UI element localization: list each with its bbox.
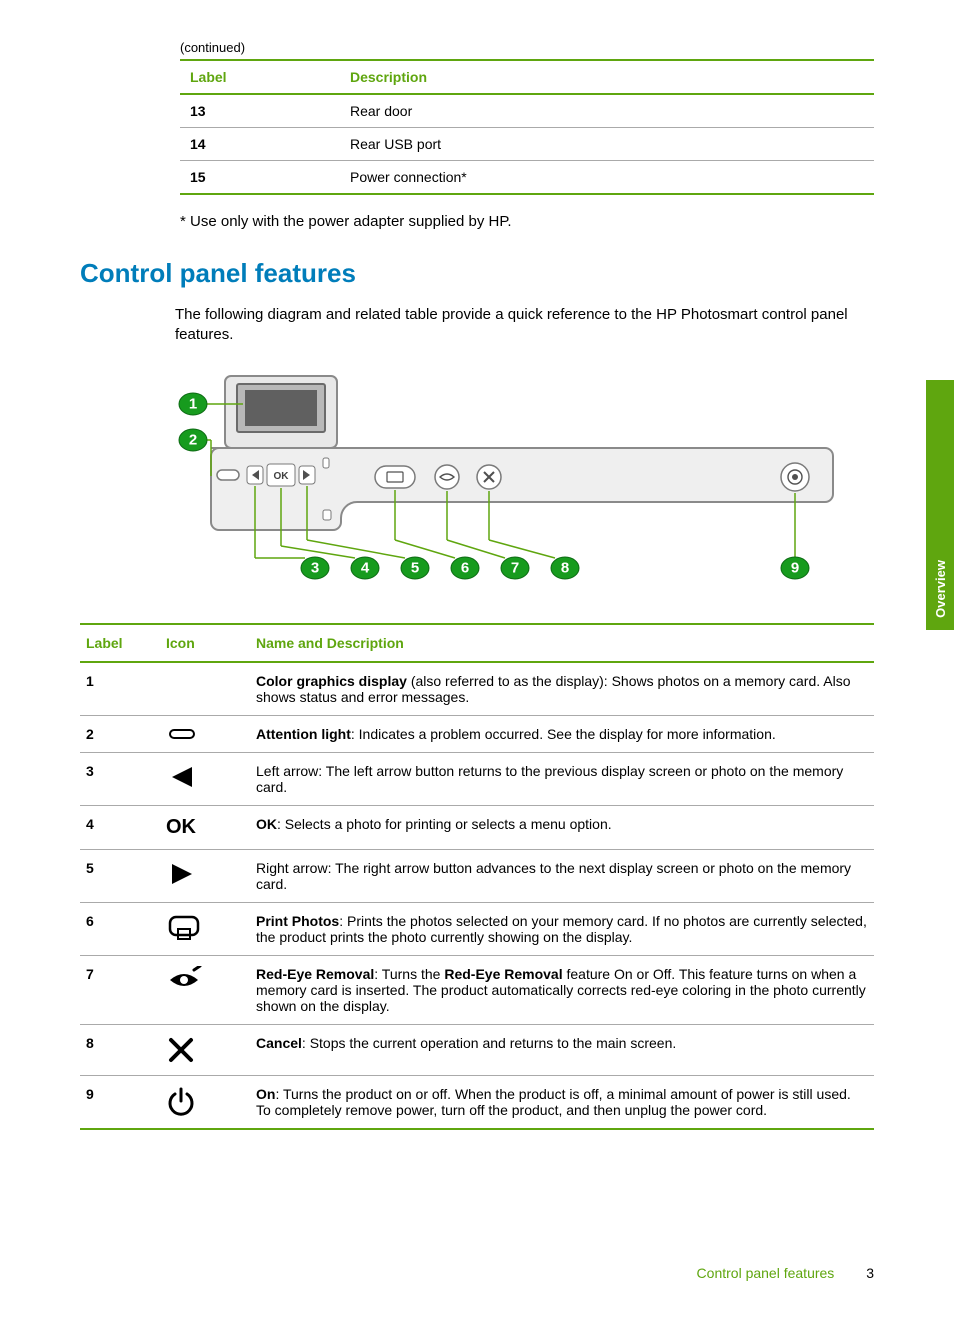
attention-light-icon <box>160 715 250 752</box>
table-row: 5 Right arrow: The right arrow button ad… <box>80 849 874 902</box>
red-eye-icon <box>160 955 250 1024</box>
callout-7: 7 <box>511 559 519 576</box>
table-row: 1 Color graphics display (also referred … <box>80 662 874 716</box>
feature-num: 5 <box>80 849 160 902</box>
feature-num: 4 <box>80 805 160 849</box>
features-table: Label Icon Name and Description 1 Color … <box>80 623 874 1130</box>
footer-section-name: Control panel features <box>697 1265 835 1281</box>
footnote: * Use only with the power adapter suppli… <box>180 213 874 230</box>
footer-page-number: 3 <box>866 1265 874 1281</box>
feature-num: 6 <box>80 902 160 955</box>
top-table-cell-desc: Rear USB port <box>340 128 874 161</box>
side-tab-label: Overview <box>933 560 948 618</box>
power-icon <box>160 1075 250 1129</box>
callout-9: 9 <box>791 559 799 576</box>
print-photos-icon <box>160 902 250 955</box>
callout-6: 6 <box>461 559 469 576</box>
table-row: 7 Red-Eye Removal: Turns the Red-Eye Rem… <box>80 955 874 1024</box>
top-table-header-description: Description <box>340 60 874 94</box>
top-table-cell-desc: Power connection* <box>340 161 874 195</box>
callout-8: 8 <box>561 559 569 576</box>
features-header-icon: Icon <box>160 624 250 662</box>
callout-5: 5 <box>411 559 419 576</box>
top-table-cell-label: 15 <box>180 161 340 195</box>
cancel-icon <box>160 1024 250 1075</box>
table-row: 14 Rear USB port <box>180 128 874 161</box>
top-table-cell-desc: Rear door <box>340 94 874 128</box>
page-footer: Control panel features 3 <box>697 1265 874 1281</box>
top-table-cell-label: 13 <box>180 94 340 128</box>
feature-num: 9 <box>80 1075 160 1129</box>
features-header-label: Label <box>80 624 160 662</box>
table-row: 2 Attention light: Indicates a problem o… <box>80 715 874 752</box>
side-tab-overview: Overview <box>926 380 954 630</box>
feature-desc: On: Turns the product on or off. When th… <box>250 1075 874 1129</box>
feature-desc: Cancel: Stops the current operation and … <box>250 1024 874 1075</box>
top-table-header-label: Label <box>180 60 340 94</box>
callout-1: 1 <box>189 395 197 412</box>
control-panel-diagram: OK <box>175 370 874 595</box>
right-arrow-icon <box>160 849 250 902</box>
feature-desc: OK: Selects a photo for printing or sele… <box>250 805 874 849</box>
callout-2: 2 <box>189 431 197 448</box>
callout-4: 4 <box>361 559 370 576</box>
intro-paragraph: The following diagram and related table … <box>175 305 874 346</box>
table-row: 9 On: Turns the product on or off. When … <box>80 1075 874 1129</box>
diagram-ok-label: OK <box>274 471 290 482</box>
top-table: Label Description 13 Rear door 14 Rear U… <box>180 59 874 195</box>
section-title: Control panel features <box>80 258 874 289</box>
table-row: 13 Rear door <box>180 94 874 128</box>
table-row: 6 Print Photos: Prints the photos select… <box>80 902 874 955</box>
feature-num: 8 <box>80 1024 160 1075</box>
features-header-desc: Name and Description <box>250 624 874 662</box>
feature-num: 2 <box>80 715 160 752</box>
feature-desc: Red-Eye Removal: Turns the Red-Eye Remov… <box>250 955 874 1024</box>
feature-num: 1 <box>80 662 160 716</box>
continued-label: (continued) <box>80 40 874 55</box>
table-row: 8 Cancel: Stops the current operation an… <box>80 1024 874 1075</box>
feature-desc: Attention light: Indicates a problem occ… <box>250 715 874 752</box>
table-row: 4 OK OK: Selects a photo for printing or… <box>80 805 874 849</box>
feature-icon-none <box>160 662 250 716</box>
feature-num: 7 <box>80 955 160 1024</box>
feature-desc: Right arrow: The right arrow button adva… <box>250 849 874 902</box>
feature-desc: Print Photos: Prints the photos selected… <box>250 902 874 955</box>
feature-num: 3 <box>80 752 160 805</box>
feature-desc: Left arrow: The left arrow button return… <box>250 752 874 805</box>
ok-icon: OK <box>160 805 250 849</box>
table-row: 15 Power connection* <box>180 161 874 195</box>
left-arrow-icon <box>160 752 250 805</box>
feature-desc: Color graphics display (also referred to… <box>250 662 874 716</box>
top-table-cell-label: 14 <box>180 128 340 161</box>
callout-3: 3 <box>311 559 319 576</box>
table-row: 3 Left arrow: The left arrow button retu… <box>80 752 874 805</box>
